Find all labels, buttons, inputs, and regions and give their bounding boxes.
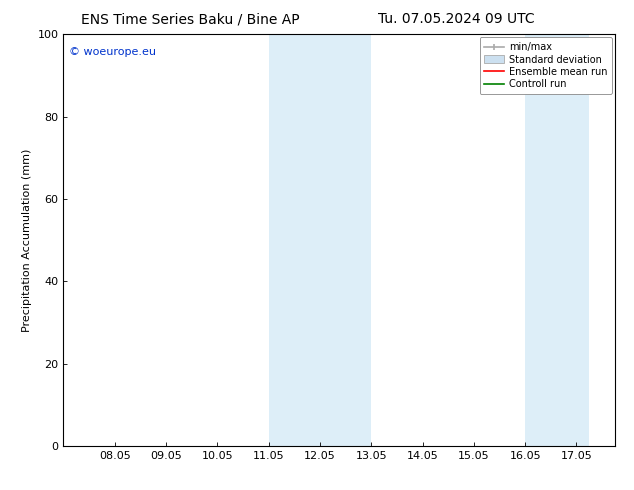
Text: © woeurope.eu: © woeurope.eu — [69, 47, 156, 57]
Text: Tu. 07.05.2024 09 UTC: Tu. 07.05.2024 09 UTC — [378, 12, 535, 26]
Bar — [269, 34, 372, 446]
Legend: min/max, Standard deviation, Ensemble mean run, Controll run: min/max, Standard deviation, Ensemble me… — [479, 37, 612, 94]
Text: ENS Time Series Baku / Bine AP: ENS Time Series Baku / Bine AP — [81, 12, 299, 26]
Bar — [525, 34, 590, 446]
Y-axis label: Precipitation Accumulation (mm): Precipitation Accumulation (mm) — [22, 148, 32, 332]
